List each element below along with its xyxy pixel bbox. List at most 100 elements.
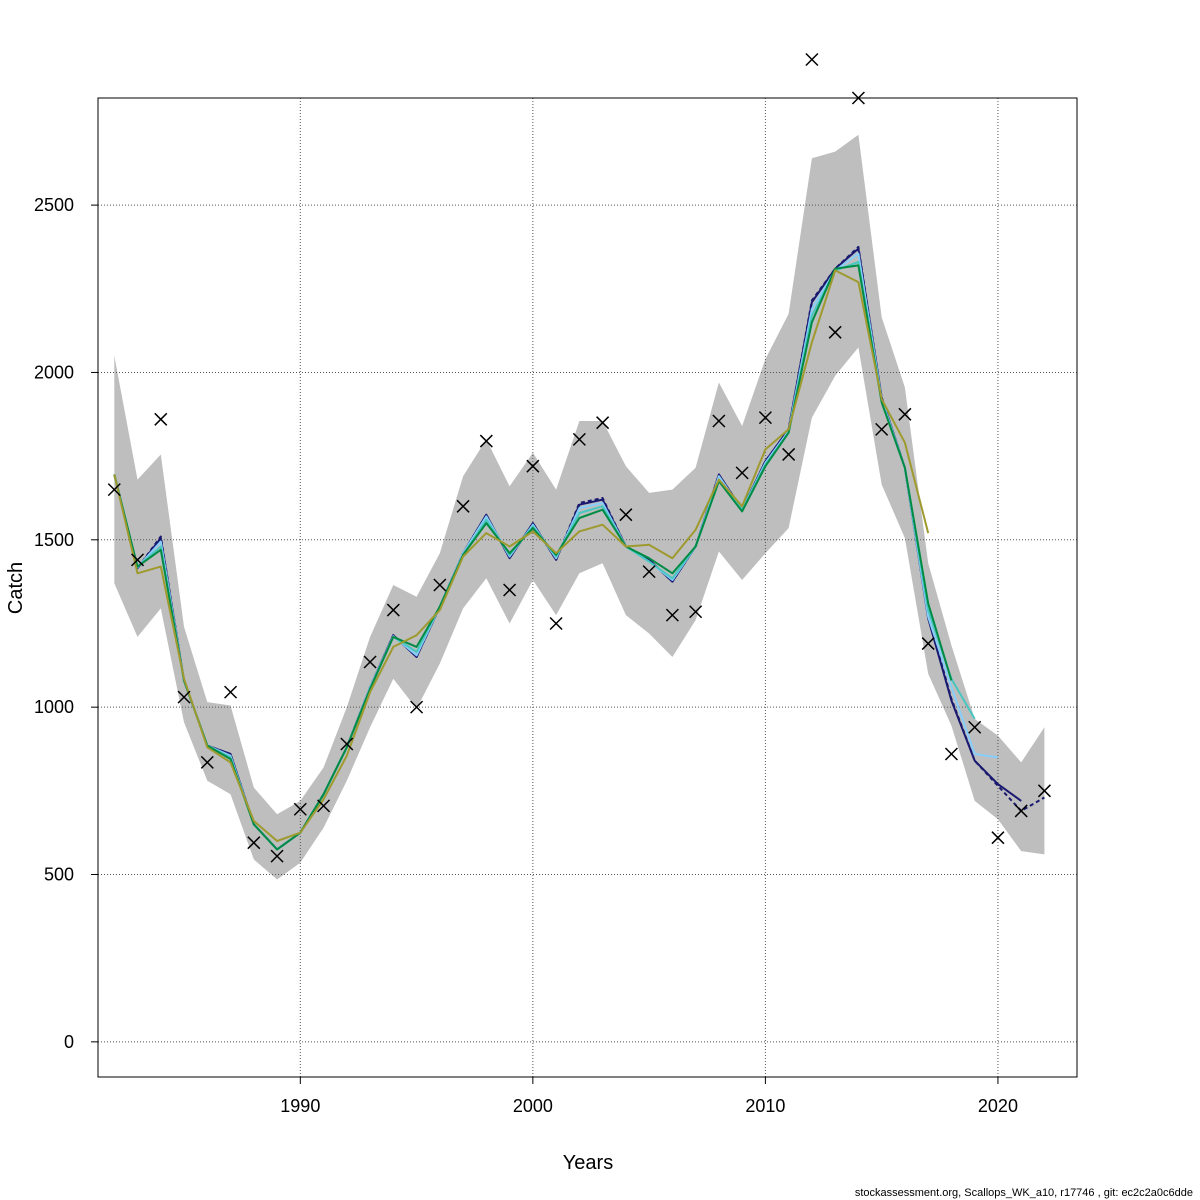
observed-mark-stroke (619, 508, 633, 522)
observed-mark-stroke (479, 434, 493, 448)
x-tick-label: 2000 (513, 1096, 553, 1116)
series-line-5 (113, 264, 953, 851)
y-tick-label: 0 (64, 1032, 74, 1052)
observed-point (642, 565, 656, 579)
observed-point (410, 700, 424, 714)
observed-mark-stroke (735, 466, 749, 480)
observed-point (386, 603, 400, 617)
observed-mark-stroke (712, 414, 726, 428)
y-tick-label: 1500 (34, 530, 74, 550)
observed-point (758, 411, 772, 425)
observed-point (363, 655, 377, 669)
y-tick-label: 2500 (34, 195, 74, 215)
plot-frame (97, 97, 1078, 1078)
observed-point (549, 616, 563, 631)
x-tick-label: 1990 (280, 1096, 320, 1116)
observed-mark-stroke (549, 616, 563, 631)
x-tick-label: 2010 (745, 1096, 785, 1116)
observed-point (828, 325, 842, 339)
observed-mark-stroke (456, 499, 470, 513)
observed-mark-stroke (410, 700, 424, 714)
observed-point (503, 583, 517, 597)
observed-mark-stroke (340, 737, 354, 751)
observed-point (247, 836, 261, 850)
series-layer (113, 245, 1045, 851)
observed-mark-stroke (805, 52, 819, 67)
observed-mark-stroke (1014, 804, 1028, 818)
observed-point (875, 422, 889, 436)
observed-point (572, 432, 586, 446)
observed-point (596, 416, 610, 430)
observed-mark-stroke (293, 802, 307, 816)
observed-point (479, 434, 493, 448)
observed-point (177, 690, 191, 704)
observed-mark-stroke (782, 447, 796, 461)
observed-point (293, 802, 307, 816)
observed-point (456, 499, 470, 513)
observed-mark-stroke (944, 747, 958, 761)
footer-note: stockassessment.org, Scallops_WK_a10, r1… (855, 1187, 1193, 1199)
observed-mark-stroke (758, 411, 772, 425)
observed-point (712, 414, 726, 428)
observed-mark-stroke (596, 416, 610, 430)
observed-point (526, 459, 540, 473)
observed-point (1037, 784, 1051, 798)
observed-mark-stroke (177, 690, 191, 704)
observed-mark-stroke (131, 553, 145, 567)
observed-mark-stroke (968, 720, 982, 734)
y-tick-label: 2000 (34, 362, 74, 382)
observed-points-layer (107, 52, 1051, 863)
observed-point (433, 578, 447, 592)
observed-point (991, 831, 1005, 845)
observed-point (665, 608, 679, 622)
grid-layer (98, 98, 1077, 1077)
observed-point (735, 466, 749, 480)
observed-mark-stroke (875, 422, 889, 436)
observed-point (270, 849, 284, 863)
observed-point (944, 747, 958, 761)
observed-mark-stroke (991, 831, 1005, 845)
observed-point (782, 447, 796, 461)
observed-mark-stroke (921, 637, 935, 651)
observed-mark-stroke (386, 603, 400, 617)
observed-mark-stroke (526, 459, 540, 473)
y-axis-title: Catch (5, 562, 27, 614)
observed-point (317, 799, 331, 813)
observed-mark-stroke (107, 483, 121, 497)
observed-mark-stroke (363, 655, 377, 669)
observed-point (107, 483, 121, 497)
observed-mark-stroke (642, 565, 656, 579)
observed-point (340, 737, 354, 751)
observed-point (898, 407, 912, 421)
axes-layer: 1990 2000 2010 2020 0 500 1000 1500 2000 2500 (34, 195, 1018, 1116)
observed-mark-stroke (154, 412, 168, 426)
y-tick-label: 1000 (34, 697, 74, 717)
observed-mark-stroke (689, 605, 703, 619)
observed-mark-stroke (224, 685, 238, 699)
observed-point (131, 553, 145, 567)
x-tick-label: 2020 (978, 1096, 1018, 1116)
observed-mark-stroke (898, 407, 912, 421)
observed-point (619, 508, 633, 522)
observed-point (805, 52, 819, 67)
observed-point (968, 720, 982, 734)
observed-mark-stroke (503, 583, 517, 597)
series-line-6 (113, 269, 930, 842)
observed-mark-stroke (572, 432, 586, 446)
x-axis-title: Years (563, 1152, 613, 1174)
observed-point (1014, 804, 1028, 818)
y-tick-label: 500 (44, 865, 74, 885)
observed-mark-stroke (247, 836, 261, 850)
observed-point (921, 637, 935, 651)
observed-mark-stroke (270, 849, 284, 863)
observed-mark-stroke (433, 578, 447, 592)
observed-mark-stroke (317, 799, 331, 813)
observed-point (154, 412, 168, 426)
observed-point (224, 685, 238, 699)
observed-mark-stroke (665, 608, 679, 622)
observed-mark-stroke (200, 755, 214, 769)
observed-mark-stroke (828, 325, 842, 339)
observed-point (200, 755, 214, 769)
